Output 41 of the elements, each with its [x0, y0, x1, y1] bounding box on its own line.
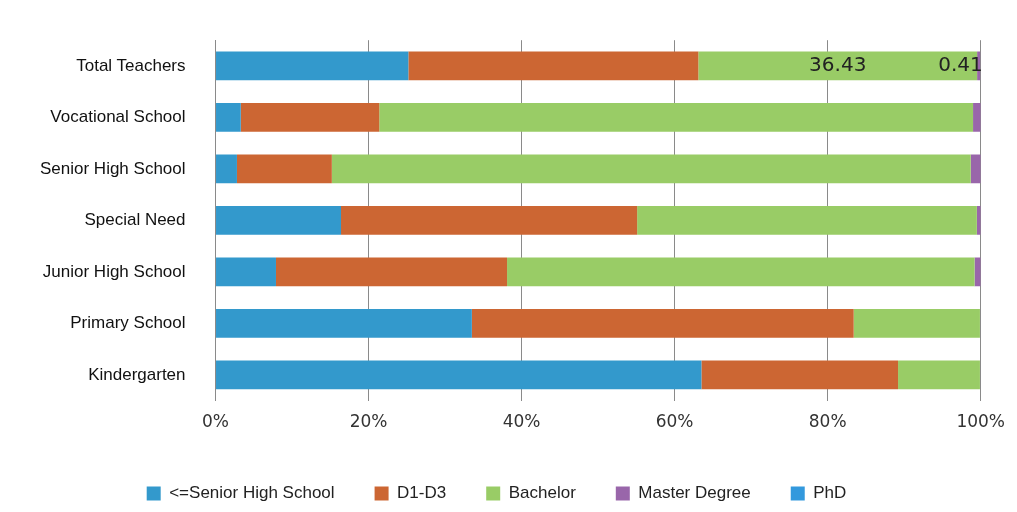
- x-tick-label: 40%: [502, 411, 541, 432]
- legend-label: PhD: [813, 483, 847, 503]
- legend-label: Master Degree: [638, 483, 751, 503]
- legend-label: D1-D3: [397, 483, 447, 503]
- y-tick-label: Senior High School: [40, 158, 186, 178]
- bar: [216, 205, 342, 235]
- bar: [216, 360, 702, 390]
- bar: [216, 51, 409, 81]
- bar: [970, 154, 981, 184]
- y-tick-label: Kindergarten: [88, 364, 186, 384]
- bar: [973, 103, 981, 132]
- bar: [408, 51, 699, 81]
- x-tick-label: 100%: [956, 411, 1005, 432]
- x-tick-label: 80%: [808, 411, 847, 432]
- bar: [216, 257, 276, 287]
- x-tick-label: 20%: [349, 411, 388, 432]
- bar: [701, 360, 899, 390]
- y-tick-label: Junior High School: [42, 261, 186, 281]
- y-tick-label: Special Need: [84, 210, 186, 230]
- x-tick-label: 0%: [202, 411, 230, 432]
- y-tick-label: Primary School: [70, 313, 186, 333]
- legend-label: <=Senior High School: [169, 483, 335, 503]
- bar: [898, 360, 980, 390]
- bar: [379, 103, 974, 132]
- bar: [637, 205, 977, 235]
- data-label: 36.43: [809, 52, 867, 77]
- bar: [275, 257, 508, 287]
- y-tick-label: Vocational School: [50, 107, 186, 127]
- bar: [216, 308, 472, 338]
- bar: [216, 154, 237, 184]
- bar: [507, 257, 975, 287]
- bar: [216, 103, 241, 132]
- bar: [471, 308, 854, 338]
- bar: [240, 103, 380, 132]
- x-tick-label: 60%: [655, 411, 694, 432]
- legend-label: Bachelor: [508, 483, 577, 503]
- y-tick-label: Total Teachers: [76, 55, 186, 75]
- bar: [331, 154, 971, 184]
- bar: [341, 205, 638, 235]
- bar: [236, 154, 332, 184]
- bar: [853, 308, 980, 338]
